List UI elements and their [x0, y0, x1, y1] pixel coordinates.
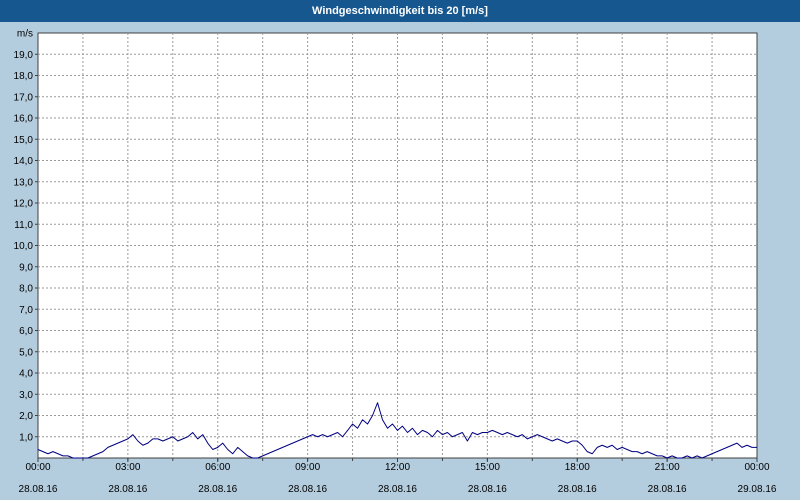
y-axis-label: 16,0 — [14, 114, 34, 125]
x-axis-time-label: 21:00 — [655, 462, 680, 473]
y-axis-label: 17,0 — [14, 92, 34, 103]
y-axis-label: 8,0 — [19, 284, 33, 295]
x-axis-date-label: 28.08.16 — [19, 484, 58, 495]
wind-speed-line — [37, 402, 757, 459]
x-axis-time-label: 18:00 — [565, 462, 590, 473]
y-axis-label: 11,0 — [14, 220, 33, 231]
x-axis-time-label: 00:00 — [25, 462, 50, 473]
y-axis-label: 3,0 — [19, 390, 33, 401]
y-axis-label: 15,0 — [14, 135, 34, 146]
y-axis-label: 7,0 — [19, 305, 33, 316]
y-axis-label: 5,0 — [19, 347, 33, 358]
y-axis-label: 14,0 — [14, 156, 34, 167]
x-axis-date-label: 28.08.16 — [288, 484, 327, 495]
y-axis-label: 2,0 — [19, 411, 33, 422]
y-axis-label: 4,0 — [19, 369, 33, 380]
y-axis-label: 1,0 — [19, 432, 33, 443]
x-axis-time-label: 06:00 — [205, 462, 230, 473]
x-axis-date-label: 28.08.16 — [648, 484, 687, 495]
y-axis-label: 6,0 — [19, 326, 33, 337]
x-axis-date-label: 28.08.16 — [468, 484, 507, 495]
y-axis-label: 19,0 — [14, 50, 34, 61]
x-axis-time-label: 12:00 — [385, 462, 410, 473]
x-axis-date-label: 28.08.16 — [108, 484, 147, 495]
x-axis-date-label: 28.08.16 — [558, 484, 597, 495]
y-axis-label: 12,0 — [14, 199, 34, 210]
x-axis-time-label: 03:00 — [115, 462, 140, 473]
x-axis-time-label: 15:00 — [475, 462, 500, 473]
x-axis-date-label: 28.08.16 — [378, 484, 417, 495]
y-axis-unit-label: m/s — [17, 29, 33, 40]
chart-title-bar: Windgeschwindigkeit bis 20 [m/s] — [0, 0, 800, 22]
y-axis-label: 13,0 — [14, 177, 34, 188]
chart-title: Windgeschwindigkeit bis 20 [m/s] — [312, 5, 488, 17]
wind-speed-chart: 1,0 2,0 3,0 4,0 5,0 6,0 7,0 8,0 9,0 10,0 11,0 12,0 1… — [14, 29, 777, 496]
x-axis-date-label: 28.08.16 — [198, 484, 237, 495]
x-axis-time-label: 00:00 — [744, 462, 769, 473]
y-axis-label: 9,0 — [19, 262, 33, 273]
x-axis-time-label: 09:00 — [295, 462, 320, 473]
x-axis-date-label: 29.08.16 — [738, 484, 777, 495]
y-axis-label: 18,0 — [14, 71, 34, 82]
y-axis-label: 10,0 — [14, 241, 34, 252]
